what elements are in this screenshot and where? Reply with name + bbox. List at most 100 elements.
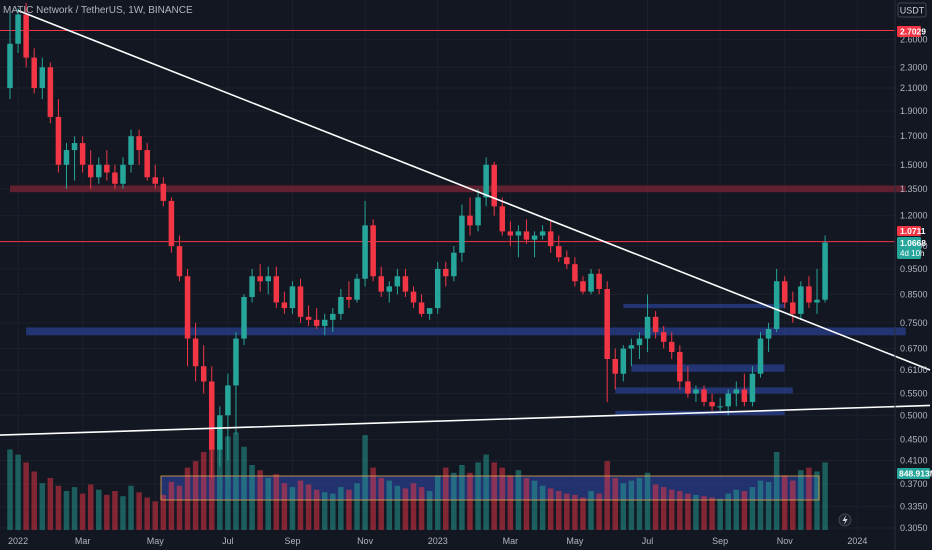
volume-bar xyxy=(71,487,78,530)
price-tick-label: 0.5000 xyxy=(900,410,928,420)
volume-bar xyxy=(55,485,62,530)
volume-bar xyxy=(475,462,481,530)
volume-bar xyxy=(773,452,780,530)
candle-body xyxy=(588,273,594,292)
time-tick-label: Jul xyxy=(222,536,234,546)
volume-bar xyxy=(7,449,13,530)
candle-body xyxy=(515,231,522,236)
tag-countdown: 4d 10h xyxy=(900,249,924,258)
volume-bar xyxy=(620,483,627,530)
volume-bar xyxy=(426,491,433,530)
time-tick-label: Mar xyxy=(503,536,519,546)
candle-body xyxy=(483,164,489,198)
candle-body xyxy=(386,286,393,292)
price-tick-label: 0.7500 xyxy=(900,318,928,328)
price-tick-label: 0.6100 xyxy=(900,365,928,375)
volume-bar xyxy=(31,471,37,530)
volume-bar xyxy=(644,472,651,530)
volume-bar xyxy=(338,487,344,530)
candle-body xyxy=(330,313,336,320)
tag-resistance-high: 2.7029 xyxy=(900,27,926,37)
candle-body xyxy=(281,302,288,309)
tag-resistance-high-bg xyxy=(897,26,921,37)
volume-bar xyxy=(451,472,457,530)
volume-bar xyxy=(733,489,740,530)
volume-bar xyxy=(467,472,473,530)
volume-bar xyxy=(136,492,142,530)
candle-body xyxy=(233,338,239,386)
candle-body xyxy=(346,296,352,300)
candle-body xyxy=(798,286,804,314)
candle-body xyxy=(55,116,62,165)
volume-bar xyxy=(668,489,675,530)
volume-bar xyxy=(580,497,586,530)
volume-bar xyxy=(677,491,683,530)
tag-last-price-bg xyxy=(897,237,921,259)
volume-bar xyxy=(507,475,514,530)
volume-bar xyxy=(217,441,223,530)
volume-bar xyxy=(386,480,393,530)
volume-bar xyxy=(572,494,578,530)
volume-bar xyxy=(200,452,207,530)
price-tick-label: 1.2000 xyxy=(900,211,928,221)
volume-bar xyxy=(790,480,796,530)
volume-bar xyxy=(184,467,191,530)
candle-body xyxy=(192,338,199,367)
candle-body xyxy=(136,136,142,151)
candle-body xyxy=(112,172,118,184)
price-tick-label: 1.3500 xyxy=(900,184,928,194)
volume-bar xyxy=(604,461,610,530)
volume-bar xyxy=(418,487,425,530)
candle-body xyxy=(685,381,691,394)
time-tick-label: Nov xyxy=(777,536,794,546)
candle-body xyxy=(128,136,134,165)
volume-highlight-box xyxy=(160,475,820,501)
volume-bar xyxy=(660,487,667,530)
candle-body xyxy=(701,389,707,403)
candle-body xyxy=(644,316,651,339)
candle-body xyxy=(426,308,433,314)
volume-bar xyxy=(152,501,159,530)
candle-body xyxy=(652,316,659,333)
volume-bar xyxy=(531,480,538,530)
candle-body xyxy=(822,242,828,300)
time-tick-label: May xyxy=(147,536,165,546)
currency-box[interactable] xyxy=(897,2,927,18)
volume-bar xyxy=(556,491,562,530)
volume-bar xyxy=(313,489,320,530)
price-tick-label: 1.5000 xyxy=(900,160,928,170)
candle-body xyxy=(289,286,296,309)
volume-bar xyxy=(321,492,328,530)
volume-bar xyxy=(781,475,788,530)
candle-body xyxy=(176,246,183,277)
candle-body xyxy=(370,225,376,277)
candle-body xyxy=(556,246,562,258)
volume-bar xyxy=(523,478,530,530)
price-tick-label: 0.9500 xyxy=(900,264,928,274)
time-axis[interactable]: 2022 Mar May Jul Sep Nov 2023 Mar May Jul Sep Nov 20… xyxy=(8,536,867,546)
candle-body xyxy=(321,319,328,326)
volume-bar xyxy=(410,483,417,530)
candle-body xyxy=(394,276,401,287)
candle-body xyxy=(604,288,610,359)
candle-body xyxy=(580,281,586,292)
volume-bar xyxy=(685,493,691,530)
candle-body xyxy=(63,150,70,165)
price-tick-label: 0.3050 xyxy=(900,523,928,533)
candle-body xyxy=(725,393,731,407)
candle-body xyxy=(443,268,449,277)
time-tick-label: Mar xyxy=(75,536,91,546)
candle-body xyxy=(23,14,29,58)
currency-label: USDT xyxy=(900,6,925,16)
volume-bar xyxy=(120,496,126,530)
candle-body xyxy=(200,366,207,382)
volume-bar xyxy=(717,498,723,530)
candle-body xyxy=(265,276,271,282)
candle-body xyxy=(354,278,360,300)
candle-body xyxy=(104,164,110,173)
volume-bar xyxy=(370,467,376,530)
lightning-bolt-icon[interactable] xyxy=(838,513,852,527)
time-tick-label: Nov xyxy=(357,536,374,546)
volume-bar xyxy=(402,488,409,530)
